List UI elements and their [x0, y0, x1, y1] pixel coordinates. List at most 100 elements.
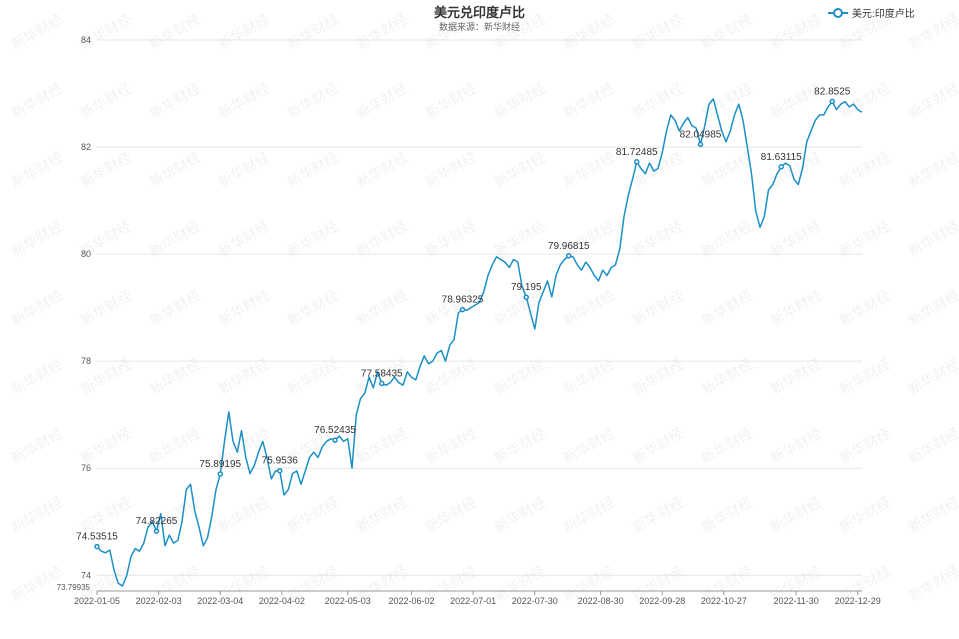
watermark-text: 新华财经 — [9, 80, 65, 122]
data-point-marker — [379, 380, 385, 387]
watermark-text: 新华财经 — [285, 80, 341, 122]
series-layer — [96, 98, 863, 587]
watermark-text: 新华财经 — [147, 356, 203, 398]
watermark-text: 新华财经 — [561, 287, 617, 329]
data-label: 78.96325 — [442, 295, 484, 306]
watermark-text: 新华财经 — [906, 356, 959, 398]
watermark-text: 新华财经 — [768, 356, 824, 398]
watermark-text: 新华财经 — [561, 80, 617, 122]
watermark-text: 新华财经 — [78, 149, 134, 191]
watermark-text: 新华财经 — [630, 218, 686, 260]
y-tick-label: 74 — [81, 570, 91, 580]
watermark-text: 新华财经 — [216, 11, 272, 53]
watermark-text: 新华财经 — [561, 11, 617, 53]
watermark-text: 新华财经 — [561, 494, 617, 536]
x-tick-label: 2022-01-05 — [74, 596, 120, 606]
watermark-text: 新华财经 — [423, 80, 479, 122]
x-tick-label: 2022-09-28 — [639, 596, 685, 606]
watermark-text: 新华财经 — [147, 287, 203, 329]
data-point-marker — [94, 543, 100, 550]
x-tick-label: 2022-05-03 — [325, 596, 371, 606]
watermark-text: 新华财经 — [492, 80, 548, 122]
watermark-text: 新华财经 — [699, 494, 755, 536]
watermark-text: 新华财经 — [699, 425, 755, 467]
data-label: 79.195 — [511, 282, 542, 293]
watermark-text: 新华财经 — [354, 80, 410, 122]
watermark-text: 新华财经 — [9, 494, 65, 536]
watermark-text: 新华财经 — [768, 494, 824, 536]
watermark-text: 新华财经 — [147, 218, 203, 260]
watermark-text: 新华财经 — [630, 356, 686, 398]
data-point-marker — [566, 253, 572, 259]
min-value-label: 73.79935 — [57, 583, 91, 592]
watermark-text: 新华财经 — [906, 218, 959, 260]
x-tick-label: 2022-07-01 — [450, 596, 496, 606]
watermark-text: 新华财经 — [492, 494, 548, 536]
watermark-text: 新华财经 — [9, 11, 65, 53]
watermark-text: 新华财经 — [216, 218, 272, 260]
watermark-text: 新华财经 — [147, 149, 203, 191]
watermark-text: 新华财经 — [285, 494, 341, 536]
series-line — [96, 98, 863, 587]
x-tick-label: 2022-12-29 — [835, 596, 881, 606]
watermark-text: 新华财经 — [354, 425, 410, 467]
watermark-text: 新华财经 — [699, 287, 755, 329]
watermark-text: 新华财经 — [837, 356, 893, 398]
x-tick-label: 2022-08-30 — [578, 596, 624, 606]
watermark-text: 新华财经 — [147, 425, 203, 467]
watermark-text: 新华财经 — [768, 425, 824, 467]
watermark-text: 新华财经 — [699, 11, 755, 53]
watermark-text: 新华财经 — [699, 149, 755, 191]
data-label: 82.8525 — [814, 86, 851, 97]
watermark-text: 新华财经 — [78, 11, 134, 53]
data-label: 79.96815 — [548, 241, 590, 252]
watermark-text: 新华财经 — [492, 149, 548, 191]
watermark-text: 新华财经 — [216, 149, 272, 191]
legend[interactable]: 美元:印度卢比 — [828, 5, 915, 20]
data-point-marker — [634, 159, 640, 165]
data-point-marker — [277, 467, 283, 474]
watermark-text: 新华财经 — [423, 149, 479, 191]
watermark-text: 新华财经 — [906, 149, 959, 191]
watermark-text: 新华财经 — [768, 287, 824, 329]
data-label: 82.04985 — [680, 129, 722, 140]
watermark-text: 新华财经 — [423, 494, 479, 536]
grid-layer — [97, 39, 862, 576]
watermark-text: 新华财经 — [9, 149, 65, 191]
y-tick-label: 82 — [81, 142, 91, 152]
data-label: 75.9536 — [262, 456, 299, 467]
legend-line-marker-icon — [828, 7, 848, 18]
data-point-marker — [332, 437, 338, 443]
watermark-text: 新华财经 — [561, 149, 617, 191]
y-tick-label: 80 — [81, 249, 91, 259]
y-tick-label: 84 — [81, 35, 91, 45]
watermark-text: 新华财经 — [561, 356, 617, 398]
watermark-text: 新华财经 — [78, 80, 134, 122]
watermark-text: 新华财经 — [285, 149, 341, 191]
watermark-text: 新华财经 — [216, 287, 272, 329]
watermark-text: 新华财经 — [906, 11, 959, 53]
watermark-text: 新华财经 — [768, 11, 824, 53]
watermark-text: 新华财经 — [492, 218, 548, 260]
y-tick-label: 78 — [81, 356, 91, 366]
data-point-marker — [697, 141, 704, 148]
watermark-text: 新华财经 — [423, 11, 479, 53]
x-tick-label: 2022-06-02 — [388, 596, 434, 606]
data-label: 75.89195 — [199, 459, 241, 470]
watermark-text: 新华财经 — [147, 80, 203, 122]
chart-subtitle: 数据来源：新华财经 — [438, 22, 520, 32]
y-axis: 74 76 78 80 82 84 — [81, 35, 91, 580]
watermark-text: 新华财经 — [906, 80, 959, 122]
data-label: 81.63115 — [761, 152, 802, 163]
watermark-text: 新华财经 — [285, 218, 341, 260]
chart-title: 美元兑印度卢比 — [433, 5, 525, 20]
watermark-text: 新华财经 — [423, 425, 479, 467]
x-tick-label: 2022-10-27 — [701, 596, 747, 606]
watermark-text: 新华财经 — [837, 218, 893, 260]
data-point-marker — [153, 528, 160, 534]
x-axis: 2022-01-05 2022-02-03 2022-03-04 2022-04-02… — [74, 590, 881, 606]
watermark-text: 新华财经 — [906, 287, 959, 329]
watermark-text: 新华财经 — [492, 356, 548, 398]
